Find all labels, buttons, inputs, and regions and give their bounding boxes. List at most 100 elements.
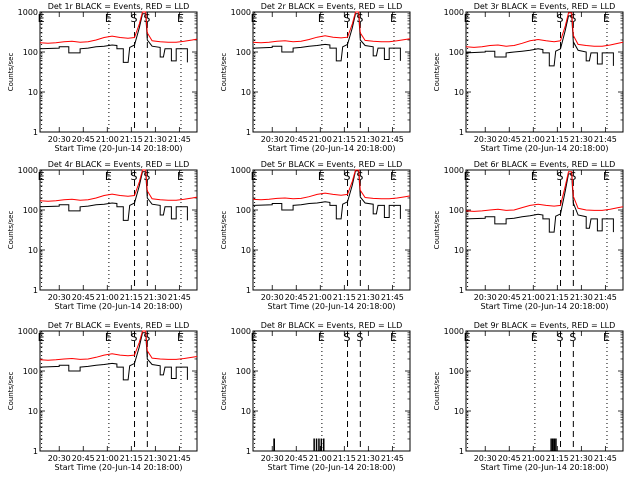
eclipse-marker-label: E <box>464 170 471 183</box>
x-tick-label: 21:30 <box>144 135 167 144</box>
eclipse-marker-label: E <box>531 170 538 183</box>
eclipse-marker-label: E <box>177 12 184 25</box>
events-rate-line <box>252 13 401 62</box>
events-rate-line <box>39 13 188 63</box>
x-tick-label: 20:30 <box>474 454 497 463</box>
detector-panel: Det 6r BLACK = Events, RED = LLD 1 10 100 10… <box>433 160 624 311</box>
y-tick-label: 1000 <box>231 327 251 336</box>
y-tick-label: 100 <box>23 367 38 376</box>
x-tick-label: 21:45 <box>381 135 404 144</box>
detector-panel: Det 9r BLACK = Events, RED = LLD 1 10 100 10… <box>433 321 624 472</box>
y-axis-label: Counts/sec <box>7 372 15 411</box>
y-tick-label: 1 <box>33 286 38 295</box>
saa-marker-label: S <box>131 12 138 25</box>
detector-panel: Det 1r BLACK = Events, RED = LLD 1 10 100 10… <box>7 2 198 153</box>
plot-frame <box>465 169 624 291</box>
events-rate-line <box>39 171 188 221</box>
x-tick-label: 21:45 <box>594 293 617 302</box>
x-tick-label: 21:45 <box>168 293 191 302</box>
eclipse-marker-label: E <box>603 12 610 25</box>
saa-marker-label: S <box>356 170 363 183</box>
y-tick-label: 100 <box>236 48 251 57</box>
panel-title: Det 2r BLACK = Events, RED = LLD <box>261 2 403 11</box>
detector-panel: Det 2r BLACK = Events, RED = LLD 1 10 100 10… <box>220 2 411 153</box>
x-tick-label: 21:45 <box>381 454 404 463</box>
x-axis-label: Start Time (20-Jun-14 20:18:00) <box>268 302 396 311</box>
events-rate-line <box>465 173 614 233</box>
x-tick-label: 20:30 <box>474 135 497 144</box>
eclipse-marker-label: E <box>603 170 610 183</box>
plot-frame <box>252 11 411 133</box>
panel-title: Det 4r BLACK = Events, RED = LLD <box>48 160 190 169</box>
y-tick-label: 1000 <box>444 327 464 336</box>
x-axis-label: Start Time (20-Jun-14 20:18:00) <box>481 144 609 153</box>
saa-marker-label: S <box>143 170 150 183</box>
saa-marker-label: S <box>569 12 576 25</box>
eclipse-marker-label: E <box>390 170 397 183</box>
y-tick-label: 1000 <box>18 8 38 17</box>
x-tick-label: 21:30 <box>570 454 593 463</box>
x-tick-label: 20:30 <box>261 293 284 302</box>
lld-rate-line <box>39 169 198 202</box>
lld-rate-line <box>39 330 198 361</box>
events-rate-line <box>39 332 188 381</box>
plot-frame <box>39 330 198 452</box>
eclipse-marker-label: E <box>603 331 610 344</box>
eclipse-marker-label: E <box>177 170 184 183</box>
x-tick-label: 21:30 <box>357 454 380 463</box>
x-tick-label: 20:30 <box>261 454 284 463</box>
x-tick-label: 21:45 <box>594 135 617 144</box>
saa-marker-label: S <box>557 331 564 344</box>
x-tick-label: 21:00 <box>96 293 119 302</box>
saa-marker-label: S <box>131 170 138 183</box>
x-tick-label: 20:30 <box>48 454 71 463</box>
y-axis-label: Counts/sec <box>220 372 228 411</box>
saa-marker-label: S <box>569 170 576 183</box>
y-tick-label: 10 <box>241 88 251 97</box>
y-tick-label: 100 <box>236 367 251 376</box>
y-tick-label: 10 <box>28 88 38 97</box>
x-tick-label: 21:45 <box>594 454 617 463</box>
panel-title: Det 6r BLACK = Events, RED = LLD <box>474 160 616 169</box>
lld-rate-line <box>252 11 411 44</box>
eclipse-marker-label: E <box>318 170 325 183</box>
x-axis-label: Start Time (20-Jun-14 20:18:00) <box>268 463 396 472</box>
events-rate-line <box>466 438 623 452</box>
eclipse-marker-label: E <box>464 331 471 344</box>
x-tick-label: 21:15 <box>120 293 143 302</box>
y-tick-label: 100 <box>449 367 464 376</box>
x-tick-label: 20:45 <box>285 454 308 463</box>
saa-marker-label: S <box>569 331 576 344</box>
x-axis-label: Start Time (20-Jun-14 20:18:00) <box>268 144 396 153</box>
panel-title: Det 5r BLACK = Events, RED = LLD <box>261 160 403 169</box>
y-tick-label: 1 <box>246 286 251 295</box>
plot-frame <box>465 330 624 452</box>
saa-marker-label: S <box>131 331 138 344</box>
y-tick-label: 1 <box>33 128 38 137</box>
y-tick-label: 10 <box>454 407 464 416</box>
x-tick-label: 21:00 <box>309 454 332 463</box>
x-tick-label: 21:15 <box>546 135 569 144</box>
saa-marker-label: S <box>557 170 564 183</box>
x-tick-label: 21:00 <box>522 454 545 463</box>
y-tick-label: 1 <box>246 128 251 137</box>
saa-marker-label: S <box>344 331 351 344</box>
detector-panel: Det 7r BLACK = Events, RED = LLD 1 10 100 10… <box>7 321 198 472</box>
eclipse-marker-label: E <box>318 331 325 344</box>
saa-marker-label: S <box>356 331 363 344</box>
y-tick-label: 10 <box>241 407 251 416</box>
x-tick-label: 21:00 <box>522 135 545 144</box>
eclipse-marker-label: E <box>390 331 397 344</box>
x-tick-label: 21:45 <box>381 293 404 302</box>
panel-title: Det 1r BLACK = Events, RED = LLD <box>48 2 190 11</box>
y-axis-label: Counts/sec <box>220 211 228 250</box>
x-axis-label: Start Time (20-Jun-14 20:18:00) <box>55 302 183 311</box>
x-tick-label: 20:45 <box>285 135 308 144</box>
x-tick-label: 20:30 <box>48 135 71 144</box>
x-axis-label: Start Time (20-Jun-14 20:18:00) <box>481 302 609 311</box>
plot-frame <box>39 11 198 133</box>
x-tick-label: 21:30 <box>570 293 593 302</box>
x-tick-label: 20:45 <box>498 293 521 302</box>
plot-frame <box>252 169 411 291</box>
